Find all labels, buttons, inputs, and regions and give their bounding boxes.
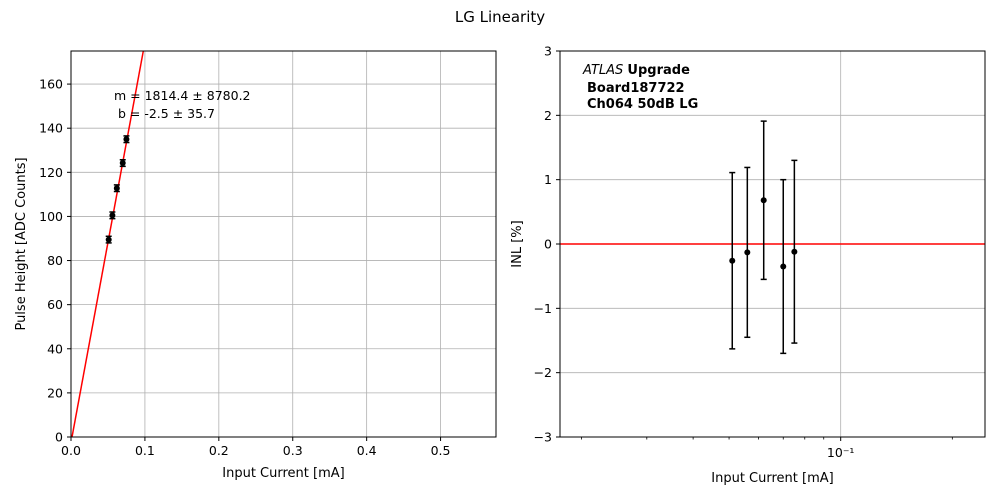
right-data-point bbox=[729, 257, 736, 264]
left-data-point bbox=[113, 185, 120, 192]
left-x-tick-label: 0.3 bbox=[283, 443, 303, 458]
right-chart: 10⁻¹ −3 −2 −1 0 1 2 3 ATLAS Upgrade Board187722… bbox=[510, 44, 986, 486]
left-y-tick-label: 40 bbox=[47, 341, 63, 356]
left-y-tick-label: 20 bbox=[47, 385, 63, 400]
left-y-tick-label: 60 bbox=[47, 297, 63, 312]
right-data-point bbox=[780, 263, 787, 270]
left-chart: 0.0 0.1 0.2 0.3 0.4 0.5020406080100120140160 … bbox=[14, 50, 497, 481]
right-annotation-atlas: ATLAS Upgrade bbox=[582, 63, 690, 78]
right-y-tick-label: −1 bbox=[534, 301, 552, 316]
left-y-tick-label: 80 bbox=[47, 253, 63, 268]
left-annotation-slope: m = 1814.4 ± 8780.2 bbox=[114, 88, 251, 103]
left-x-tick-label: 0.1 bbox=[135, 443, 155, 458]
right-points-layer bbox=[729, 120, 798, 355]
left-x-axis-label: Input Current [mA] bbox=[222, 466, 344, 481]
right-y-tick-label: 0 bbox=[544, 237, 552, 252]
left-data-point bbox=[109, 212, 116, 219]
left-axes-frame bbox=[70, 50, 497, 438]
left-fit-line-layer bbox=[71, 50, 145, 438]
left-grid bbox=[70, 51, 496, 438]
right-data-point bbox=[791, 248, 798, 255]
right-y-tick-label: 3 bbox=[544, 44, 552, 59]
left-y-tick-label: 100 bbox=[39, 209, 63, 224]
left-x-tick-label: 0.4 bbox=[357, 443, 377, 458]
left-points-layer bbox=[105, 135, 130, 244]
left-y-tick-label: 160 bbox=[39, 77, 63, 92]
left-ticks: 0.0 0.1 0.2 0.3 0.4 0.5 0 20 40 60 80 100 120 140 160 bbox=[39, 77, 450, 458]
right-x-tick-label: 10⁻¹ bbox=[827, 445, 855, 460]
left-x-tick-label: 0.2 bbox=[209, 443, 229, 458]
left-y-axis-label: Pulse Height [ADC Counts] bbox=[14, 157, 29, 330]
left-annotation-intercept: b = -2.5 ± 35.7 bbox=[114, 106, 215, 121]
left-data-point bbox=[123, 136, 130, 143]
right-x-axis-label: Input Current [mA] bbox=[711, 471, 833, 486]
right-y-tick-label: 1 bbox=[544, 172, 552, 187]
figure-title: LG Linearity bbox=[455, 8, 545, 26]
left-y-tick-label: 140 bbox=[39, 121, 63, 136]
right-y-tick-label: 2 bbox=[544, 108, 552, 123]
left-fit-line bbox=[71, 50, 145, 438]
right-ticks: 10⁻¹ −3 −2 −1 0 1 2 3 bbox=[534, 44, 953, 460]
left-y-tick-label: 0 bbox=[55, 430, 63, 445]
left-x-tick-label: 0.5 bbox=[431, 443, 451, 458]
right-data-point bbox=[760, 197, 767, 204]
left-data-point bbox=[119, 160, 126, 167]
right-y-tick-label: −3 bbox=[534, 430, 552, 445]
left-x-tick-label: 0.0 bbox=[61, 443, 81, 458]
right-y-axis-label: INL [%] bbox=[510, 220, 525, 267]
right-data-point bbox=[744, 249, 751, 256]
right-annotation-channel: Ch064 50dB LG bbox=[587, 97, 698, 112]
left-y-tick-label: 120 bbox=[39, 165, 63, 180]
right-y-tick-label: −2 bbox=[534, 365, 552, 380]
right-annotation-board: Board187722 bbox=[587, 81, 685, 96]
left-data-point bbox=[105, 236, 112, 243]
